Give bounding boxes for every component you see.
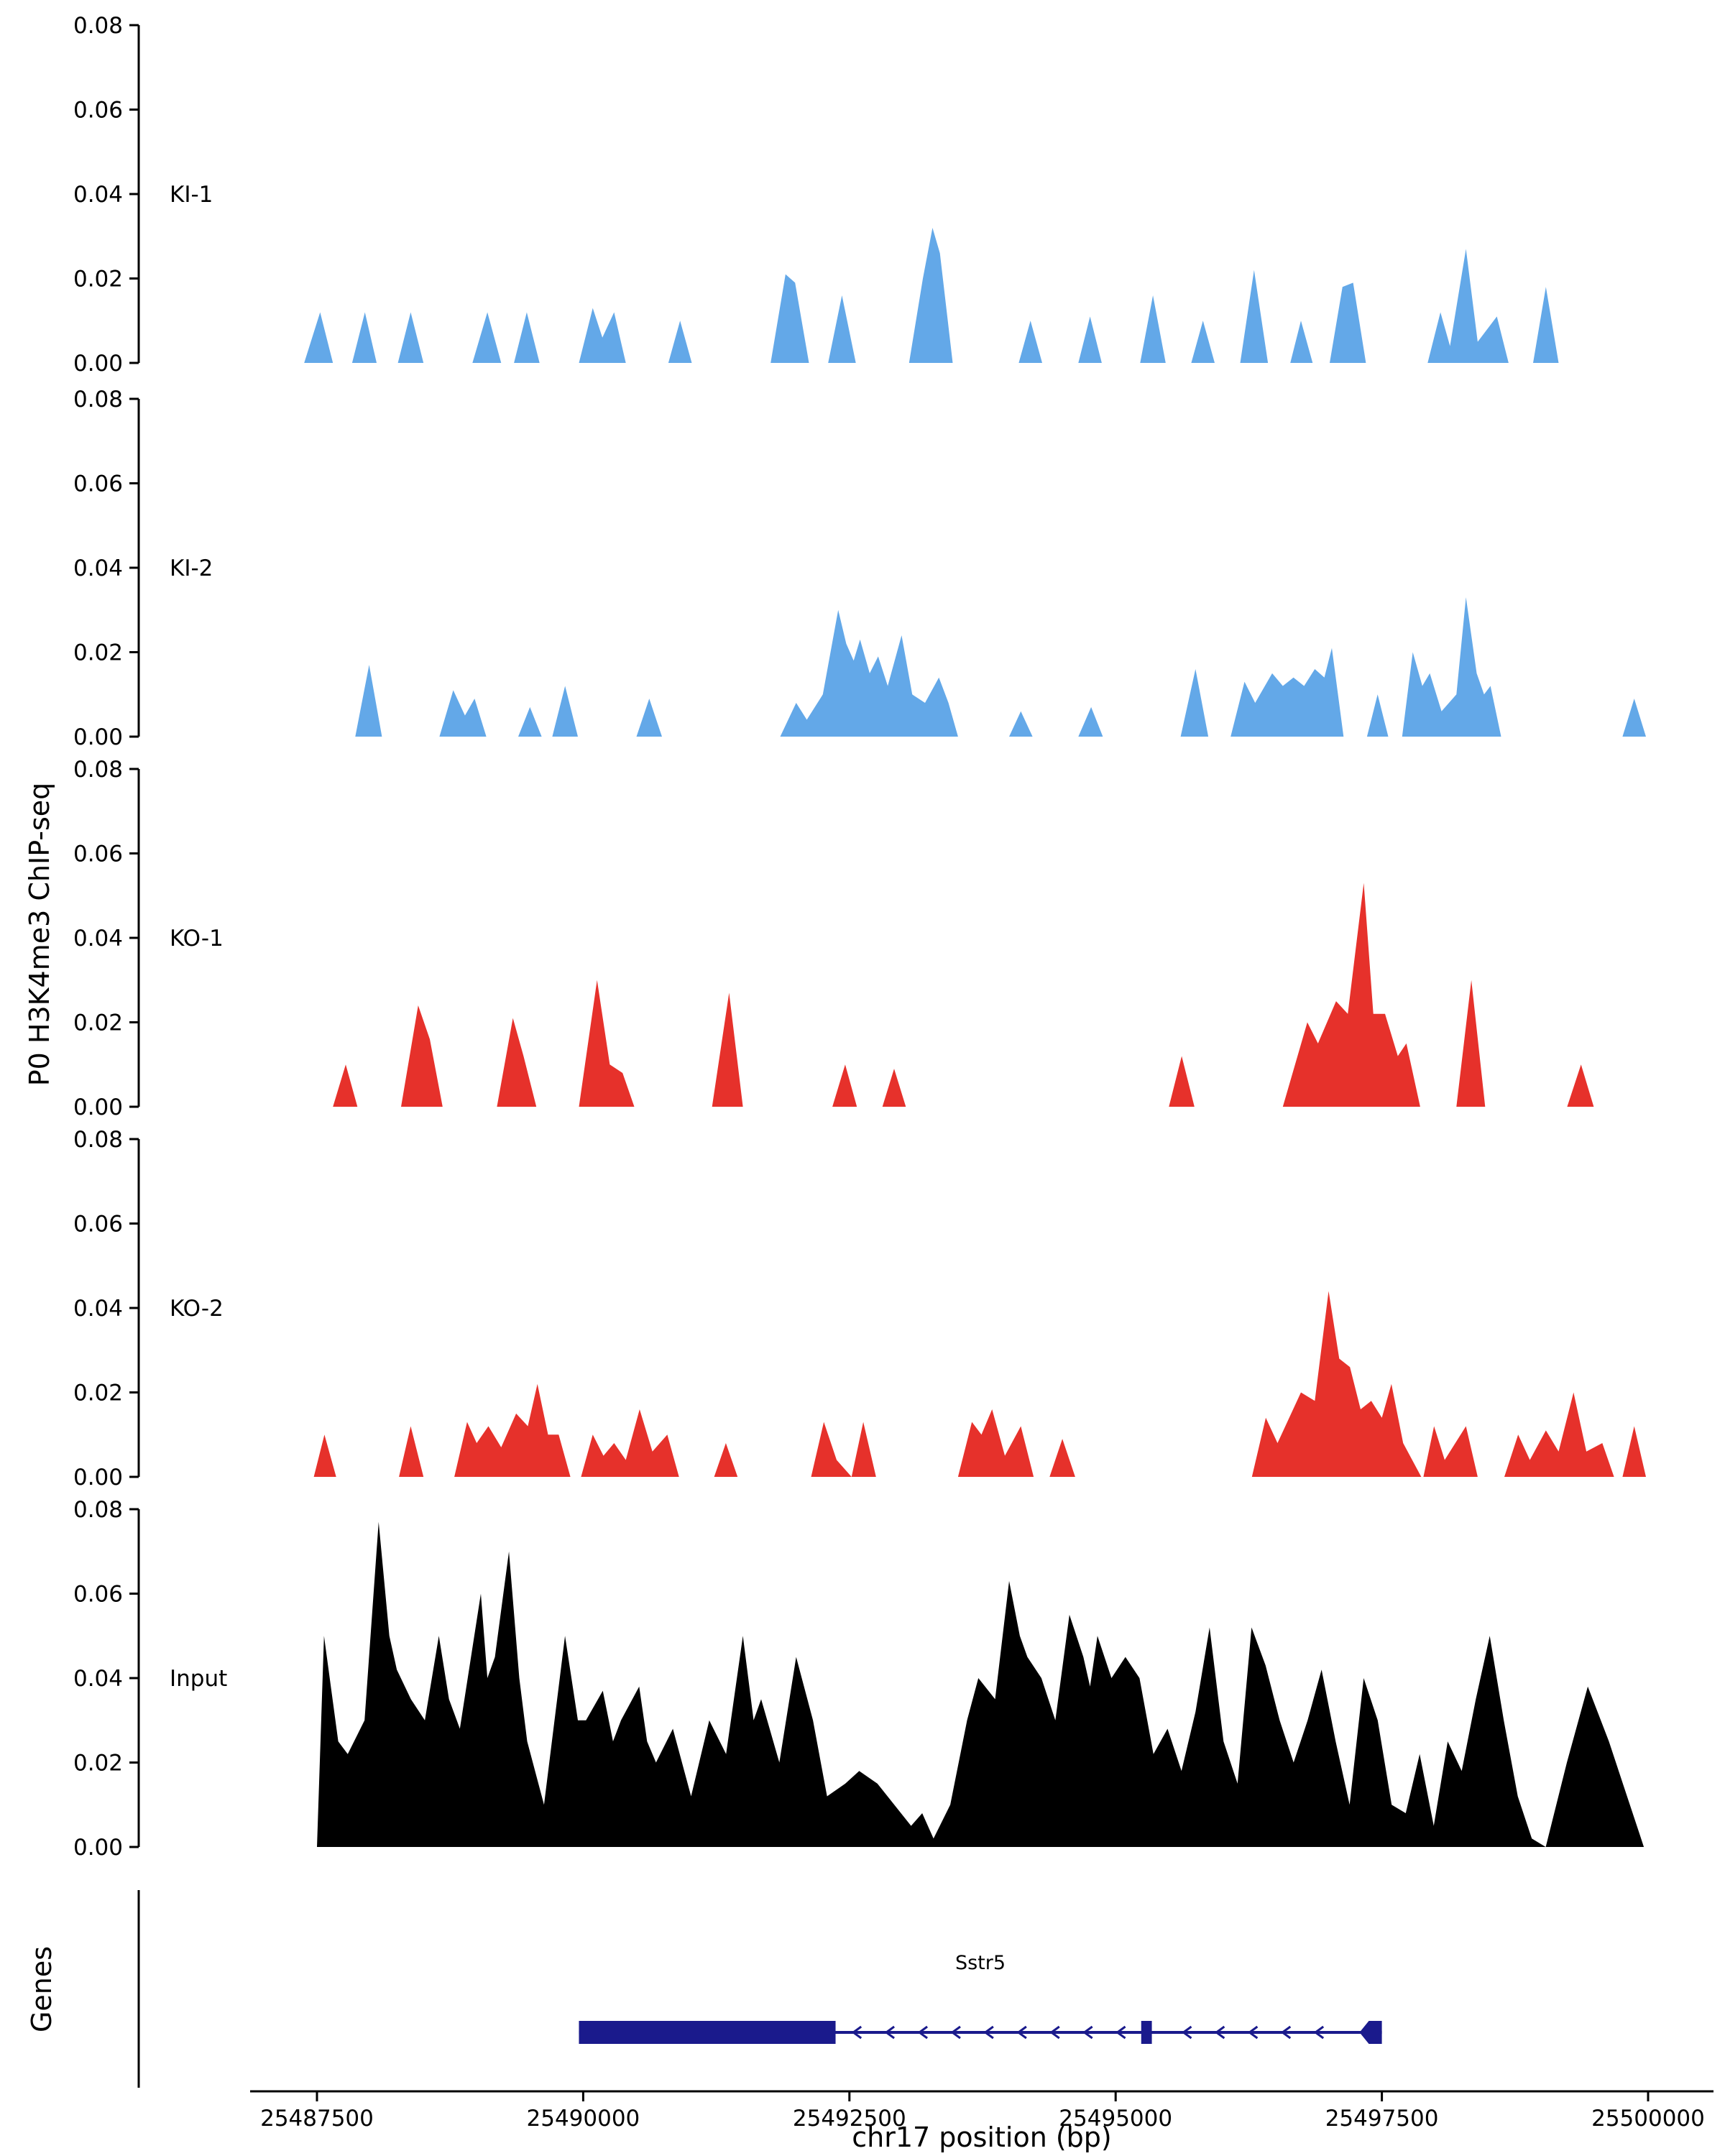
y-tick-label: 0.02	[73, 1381, 123, 1406]
y-tick-label: 0.04	[73, 1666, 123, 1692]
y-tick-label: 0.00	[73, 1095, 123, 1120]
strand-arrow-icon	[917, 2025, 928, 2040]
gene-exon	[579, 2021, 836, 2044]
strand-arrow-icon	[1181, 2025, 1192, 2040]
track-label: KI-1	[170, 182, 213, 208]
signal-area-input	[317, 1521, 1644, 1847]
signal-area-ko-1	[333, 883, 1594, 1107]
strand-arrow-icon	[1280, 2025, 1292, 2040]
signal-area-ki-2	[355, 597, 1646, 737]
track-label: KO-2	[170, 1296, 224, 1322]
gene-terminal-exon	[1359, 2021, 1382, 2044]
x-tick-label: 25490000	[527, 2106, 640, 2132]
y-tick-label: 0.06	[73, 842, 123, 867]
strand-arrow-icon	[851, 2025, 862, 2040]
strand-arrow-icon	[1214, 2025, 1225, 2040]
strand-arrow-icon	[950, 2025, 961, 2040]
y-tick-label: 0.00	[73, 1835, 123, 1861]
y-tick-label: 0.04	[73, 1296, 123, 1322]
y-tick-label: 0.08	[73, 757, 123, 783]
y-tick-label: 0.06	[73, 1582, 123, 1608]
x-tick-label: 25487500	[260, 2106, 374, 2132]
x-tick-label: 25492500	[793, 2106, 906, 2132]
strand-arrow-icon	[1116, 2025, 1126, 2040]
y-tick-label: 0.06	[73, 1212, 123, 1238]
genes-axis-title: Genes	[26, 1945, 58, 2033]
strand-arrow-icon	[1247, 2025, 1259, 2040]
y-tick-label: 0.06	[73, 98, 123, 124]
y-tick-label: 0.02	[73, 640, 123, 666]
y-tick-label: 0.02	[73, 1010, 123, 1036]
x-tick-label: 25497500	[1325, 2106, 1439, 2132]
gene-exon	[1141, 2021, 1152, 2044]
signal-area-ki-1	[304, 228, 1559, 363]
strand-arrow-icon	[983, 2025, 994, 2040]
signal-area-ko-2	[313, 1291, 1647, 1477]
strand-arrow-icon	[1313, 2025, 1325, 2040]
y-axis-title: P0 H3K4me3 ChIP-seq	[24, 782, 55, 1087]
track-label: Input	[170, 1666, 227, 1692]
x-axis-title: chr17 position (bp)	[852, 2122, 1112, 2153]
y-tick-label: 0.02	[73, 1751, 123, 1777]
strand-arrow-icon	[884, 2025, 895, 2040]
y-tick-label: 0.04	[73, 556, 123, 581]
x-tick-label: 25500000	[1591, 2106, 1705, 2132]
strand-arrow-icon	[1016, 2025, 1027, 2040]
y-tick-label: 0.04	[73, 926, 123, 952]
y-tick-label: 0.08	[73, 1127, 123, 1153]
y-tick-label: 0.02	[73, 267, 123, 292]
y-tick-label: 0.04	[73, 182, 123, 208]
gene-name-label: Sstr5	[954, 1952, 1006, 1974]
x-tick-label: 25495000	[1059, 2106, 1172, 2132]
track-label: KI-2	[170, 556, 213, 581]
y-tick-label: 0.00	[73, 351, 123, 377]
y-tick-label: 0.00	[73, 1465, 123, 1491]
strand-arrow-icon	[1049, 2025, 1060, 2040]
y-tick-label: 0.00	[73, 724, 123, 750]
track-label: KO-1	[170, 926, 224, 952]
y-tick-label: 0.08	[73, 387, 123, 413]
y-tick-label: 0.08	[73, 1497, 123, 1523]
y-tick-label: 0.08	[73, 13, 123, 39]
y-tick-label: 0.06	[73, 471, 123, 497]
strand-arrow-icon	[1082, 2025, 1093, 2040]
